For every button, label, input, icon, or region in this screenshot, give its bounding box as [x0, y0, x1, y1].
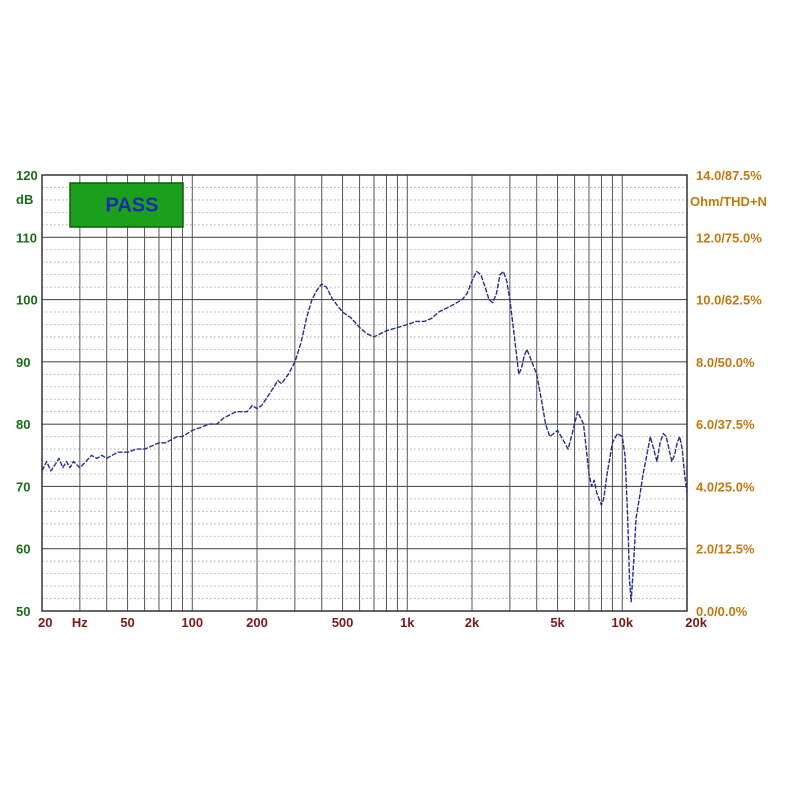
left-axis-ticks: 50 60 70 80 90 100 110 120: [16, 168, 38, 619]
major-grid: [41, 174, 688, 612]
pass-badge-label: PASS: [106, 194, 159, 216]
right-tick-label: 2.0/12.5%: [696, 542, 755, 557]
x-tick-label: 200: [246, 615, 268, 630]
minor-grid: [42, 187, 687, 599]
pass-badge-box: [69, 182, 184, 228]
left-tick-label: 90: [16, 355, 30, 370]
left-tick-label: 80: [16, 417, 30, 432]
left-tick-label: 70: [16, 479, 30, 494]
left-axis-unit: dB: [16, 192, 33, 207]
x-tick-label: 20k: [685, 615, 707, 630]
left-tick-label: 120: [16, 168, 38, 183]
series-line: [41, 270, 688, 603]
x-tick-label: 20: [38, 615, 52, 630]
x-tick-label: 2k: [465, 615, 480, 630]
right-axis-ticks: 0.0/0.0% 2.0/12.5% 4.0/25.0% 6.0/37.5% 8.0/5…: [696, 168, 762, 619]
left-tick-label: 50: [16, 604, 30, 619]
left-tick-label: 60: [16, 542, 30, 557]
x-tick-label: 10k: [611, 615, 633, 630]
x-axis-unit: Hz: [72, 615, 88, 630]
right-tick-label: 10.0/62.5%: [696, 293, 762, 308]
x-axis-ticks: 20 50 100 200 500 1k 2k 5k 10k 20k: [38, 615, 708, 630]
left-tick-label: 100: [16, 293, 38, 308]
right-tick-label: 14.0/87.5%: [696, 168, 762, 183]
right-tick-label: 8.0/50.0%: [696, 355, 755, 370]
right-axis-unit: Ohm/THD+N: [690, 194, 767, 209]
right-tick-label: 0.0/0.0%: [696, 604, 748, 619]
left-tick-label: 110: [16, 230, 37, 245]
right-tick-label: 6.0/37.5%: [696, 417, 755, 432]
right-tick-label: 4.0/25.0%: [696, 479, 755, 494]
x-tick-label: 5k: [550, 615, 565, 630]
x-tick-label: 100: [181, 615, 203, 630]
x-tick-label: 50: [120, 615, 134, 630]
x-tick-label: 1k: [400, 615, 415, 630]
right-tick-label: 12.0/75.0%: [696, 230, 762, 245]
plot-border: [41, 174, 688, 612]
pass-badge: PASS: [69, 182, 184, 228]
x-tick-label: 500: [332, 615, 354, 630]
